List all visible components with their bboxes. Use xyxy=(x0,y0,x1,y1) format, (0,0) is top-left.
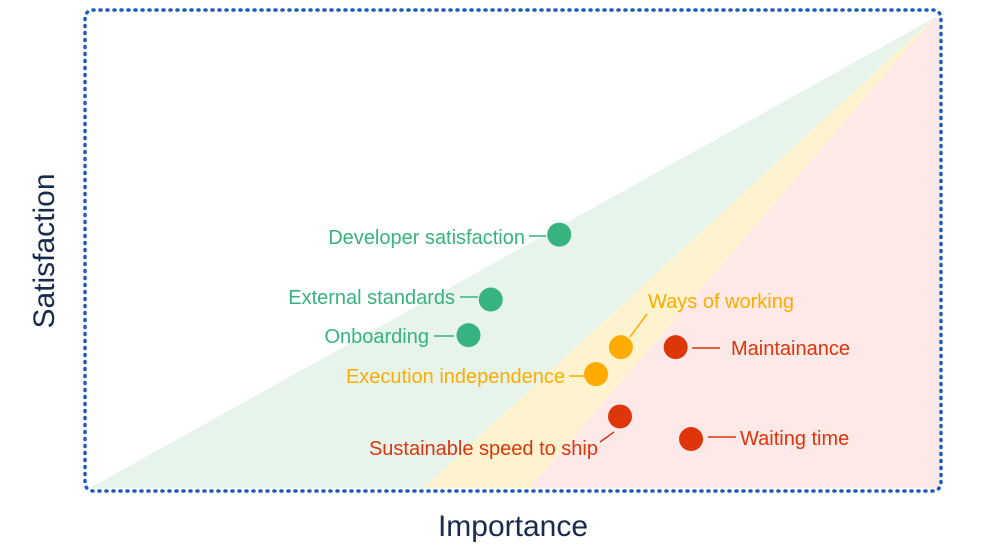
point-label-sustainable-speed-to-ship: Sustainable speed to ship xyxy=(369,438,598,460)
point-label-developer-satisfaction: Developer satisfaction xyxy=(328,227,525,249)
leader-line-sustainable-speed-to-ship xyxy=(599,431,615,443)
point-maintainance xyxy=(663,335,688,360)
plot-frame xyxy=(83,8,943,493)
point-developer-satisfaction xyxy=(547,222,572,247)
point-label-execution-independence: Execution independence xyxy=(346,366,565,388)
point-execution-independence xyxy=(584,362,609,387)
point-label-waiting-time: Waiting time xyxy=(740,428,849,450)
zone-red xyxy=(530,18,940,488)
zone-green xyxy=(90,18,934,488)
point-label-onboarding: Onboarding xyxy=(324,326,429,348)
point-label-external-standards: External standards xyxy=(288,287,455,309)
x-axis-title: Importance xyxy=(438,510,588,543)
point-onboarding xyxy=(456,323,481,348)
point-label-maintainance: Maintainance xyxy=(731,338,850,360)
point-ways-of-working xyxy=(608,335,633,360)
zone-layer xyxy=(90,18,940,488)
point-label-ways-of-working: Ways of working xyxy=(648,291,794,313)
leader-line-ways-of-working xyxy=(629,313,648,338)
point-external-standards xyxy=(478,287,503,312)
y-axis-title: Satisfaction xyxy=(28,173,61,328)
zone-yellow xyxy=(423,18,934,488)
point-sustainable-speed-to-ship xyxy=(608,404,632,429)
data-points: Developer satisfaction External standards… xyxy=(288,222,850,460)
point-waiting-time xyxy=(679,427,704,452)
